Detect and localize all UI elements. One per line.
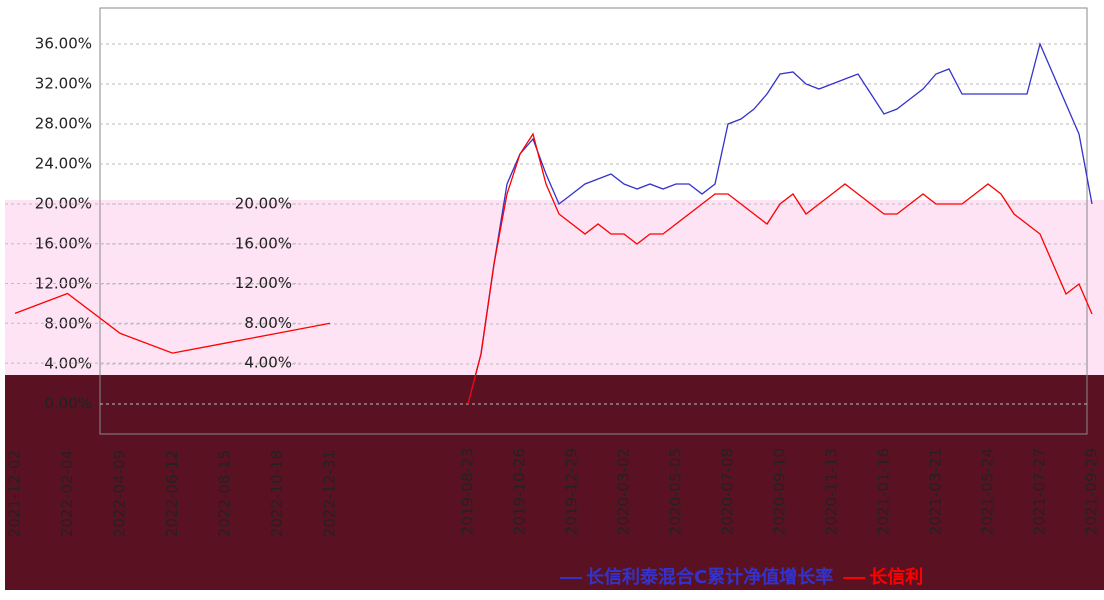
legend-label: 长信利泰混合C累计净值增长率 — [586, 566, 833, 588]
x-tick-label: 2021-07-27 — [1031, 448, 1049, 535]
x-tick-label: 2020-05-05 — [667, 448, 685, 535]
y-tick-label: 24.00% — [35, 155, 92, 173]
y-tick-label: 4.00% — [244, 354, 292, 372]
page: {"chart_data": [ {"type": "line", "categ… — [0, 0, 1104, 596]
x-tick-label: 2021-05-24 — [979, 448, 997, 535]
x-tick-label: 2022-04-09 — [111, 450, 129, 537]
x-tick-label: 2021-09-29 — [1083, 448, 1101, 535]
x-tick-label: 2020-09-10 — [771, 448, 789, 535]
x-tick-label: 2022-12-31 — [321, 450, 339, 537]
x-tick-label: 2020-03-02 — [615, 448, 633, 535]
x-tick-label: 2022-08-15 — [216, 450, 234, 537]
x-tick-label: 2022-02-04 — [58, 450, 76, 537]
x-tick-label: 2021-03-21 — [927, 448, 945, 535]
y-tick-label: 28.00% — [35, 115, 92, 133]
chart: 0.00% 4.00% 8.00% 12.00% 16.00% 20.00% 24.00% 2… — [0, 0, 1104, 596]
y-tick-label: 8.00% — [244, 314, 292, 332]
x-tick-label: 2019-10-26 — [511, 448, 529, 535]
x-tick-label: 2020-07-08 — [719, 448, 737, 535]
x-tick-label: 2022-10-18 — [268, 450, 286, 537]
y-tick-label: 32.00% — [35, 75, 92, 93]
x-tick-label: 2021-12-02 — [6, 450, 24, 537]
x-tick-label: 2020-11-13 — [823, 448, 841, 535]
x-tick-label: 2019-12-29 — [563, 448, 581, 535]
y-tick-label: 0.00% — [44, 395, 92, 413]
y-tick-label: 20.00% — [235, 194, 292, 212]
legend-label: 长信利 — [869, 566, 923, 588]
y-tick-label: 12.00% — [235, 274, 292, 292]
overlay-band — [5, 200, 1104, 375]
x-tick-label: 2022-06-12 — [163, 450, 181, 537]
x-tick-label: 2021-01-16 — [875, 448, 893, 535]
x-tick-label: 2019-08-23 — [459, 448, 477, 535]
y-tick-label: 36.00% — [35, 35, 92, 53]
y-tick-label: 16.00% — [235, 234, 292, 252]
